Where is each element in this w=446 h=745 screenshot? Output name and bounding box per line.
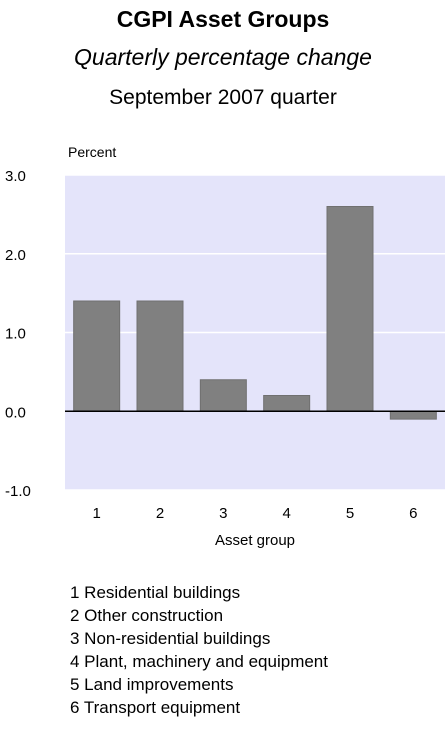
bar [136, 300, 184, 412]
x-tick-label: 6 [409, 505, 417, 522]
y-axis-label: Percent [68, 144, 116, 160]
legend-item: 4 Plant, machinery and equipment [70, 652, 328, 671]
x-tick-label: 2 [156, 505, 164, 522]
y-tick-label: 2.0 [5, 247, 26, 264]
chart-subtitle: Quarterly percentage change [74, 44, 372, 70]
x-tick-label: 3 [219, 505, 227, 522]
y-tick-label: 3.0 [5, 168, 26, 185]
x-tick-label: 5 [346, 505, 354, 522]
y-tick-label: 1.0 [5, 326, 26, 343]
y-tick-label: -1.0 [5, 483, 31, 500]
legend-item: 6 Transport equipment [70, 698, 241, 717]
legend-item: 3 Non-residential buildings [70, 629, 271, 648]
chart-title: CGPI Asset Groups [116, 6, 330, 32]
legend-item: 1 Residential buildings [70, 583, 241, 602]
bar-chart: 3.0 2.0 1.0 0.0 -1.0 Percent 1 2 3 4 5 6 Asset group [5, 144, 445, 549]
bar [73, 300, 121, 412]
legend-item: 2 Other construction [70, 606, 224, 625]
bar [199, 379, 247, 412]
y-tick-label: 0.0 [5, 404, 26, 421]
legend-item: 5 Land improvements [70, 675, 234, 694]
bar [263, 395, 311, 412]
x-tick-label: 1 [92, 505, 100, 522]
x-tick-label: 4 [282, 505, 290, 522]
x-axis-label: Asset group [215, 532, 295, 549]
chart-period: September 2007 quarter [109, 86, 337, 109]
bar [389, 410, 437, 420]
bar [326, 206, 374, 412]
legend: 1 Residential buildings 2 Other construc… [70, 581, 328, 719]
